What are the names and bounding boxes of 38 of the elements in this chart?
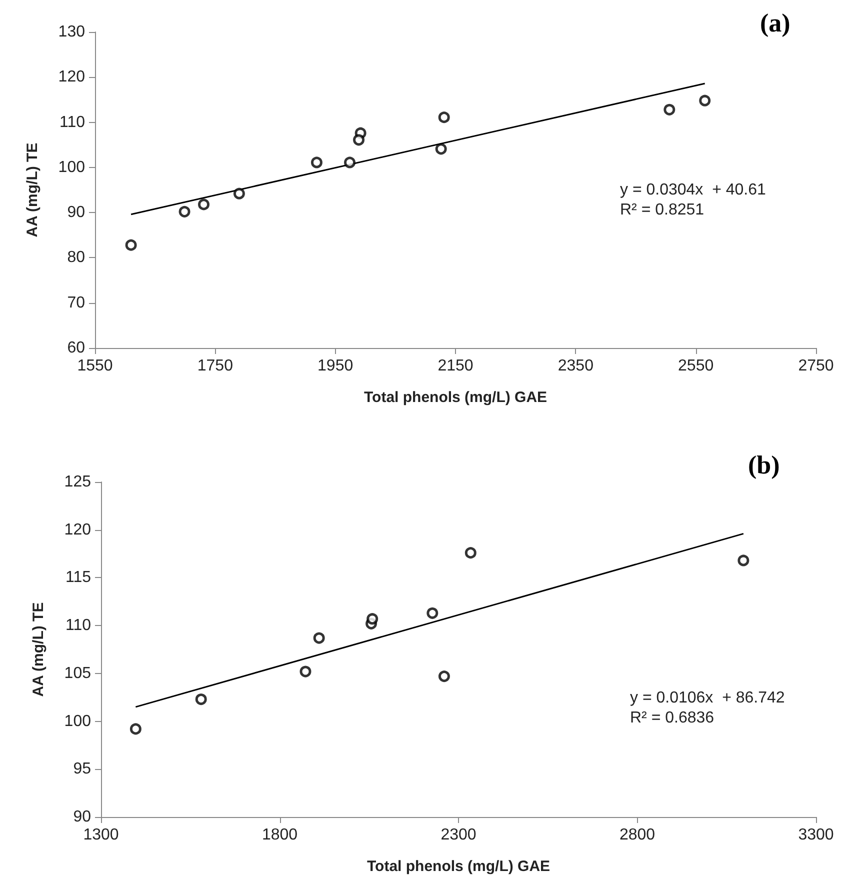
- y-tick-label: 105: [64, 664, 92, 682]
- x-tick-label: 1950: [318, 358, 354, 374]
- x-tick-label: 2550: [678, 358, 714, 374]
- y-tick-label: 115: [65, 569, 92, 586]
- x-axis-title: Total phenols (mg/L) GAE: [366, 858, 550, 875]
- y-tick-label: 80: [67, 249, 86, 266]
- y-tick-label: 95: [73, 760, 92, 778]
- y-tick-label: 110: [59, 114, 86, 131]
- y-tick-label: 100: [58, 158, 86, 176]
- y-tick-label: 130: [58, 24, 86, 40]
- y-tick-label: 90: [73, 808, 92, 826]
- y-tick-label: 60: [67, 340, 86, 356]
- y-tick-label: 120: [58, 68, 86, 86]
- annotation: (a): [760, 8, 790, 38]
- x-axis-title: Total phenols (mg/L) GAE: [364, 389, 548, 406]
- y-tick-label: 100: [64, 712, 92, 730]
- y-tick-label: 70: [67, 294, 86, 312]
- x-tick-label: 1800: [262, 826, 298, 844]
- x-tick-label: 2750: [798, 358, 834, 374]
- annotation: R² = 0.8251: [620, 202, 704, 218]
- x-tick-label: 1300: [83, 826, 119, 844]
- y-axis-title: AA (mg/L) TE: [30, 602, 47, 697]
- x-tick-label: 2800: [619, 826, 656, 844]
- x-tick-label: 2300: [440, 826, 476, 844]
- y-axis-title: AA (mg/L) TE: [24, 142, 41, 238]
- y-tick-label: 125: [64, 474, 92, 490]
- annotation: y = 0.0106x + 86.742: [630, 690, 785, 706]
- x-tick-label: 1550: [77, 358, 113, 374]
- annotation: R² = 0.6836: [630, 710, 714, 726]
- annotation: y = 0.0304x + 40.61: [620, 182, 766, 198]
- x-tick-label: 1750: [197, 358, 234, 374]
- y-tick-label: 110: [65, 617, 92, 634]
- text: (b): [748, 450, 780, 480]
- x-tick-label: 3300: [798, 826, 834, 844]
- y-tick-label: 120: [64, 521, 92, 538]
- y-tick-label: 90: [67, 204, 86, 222]
- x-tick-label: 2350: [558, 358, 594, 374]
- x-tick-label: 2150: [438, 358, 474, 374]
